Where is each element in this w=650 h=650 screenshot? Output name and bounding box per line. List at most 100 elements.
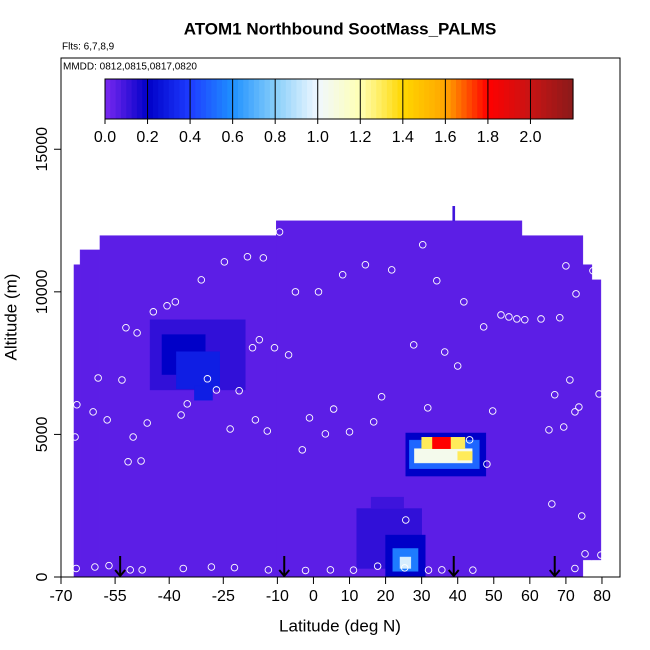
colorbar-swatch — [190, 79, 197, 119]
colorbar-swatch — [477, 79, 484, 119]
colorbar-swatch — [546, 79, 553, 119]
colorbar-swatch — [450, 79, 457, 119]
colorbar-swatch — [237, 79, 244, 119]
sample-point — [597, 551, 605, 559]
sample-point — [453, 362, 462, 370]
colorbar-swatch — [174, 79, 181, 119]
sample-point — [126, 566, 134, 574]
sample-point — [550, 391, 559, 399]
sample-point — [137, 457, 145, 465]
x-tick-label: -40 — [158, 588, 181, 605]
x-tick-label: 40 — [449, 588, 467, 605]
colorbar-swatch — [158, 79, 165, 119]
heat-cell — [399, 556, 412, 569]
sample-point — [284, 351, 293, 359]
colorbar-swatch — [498, 79, 505, 119]
colorbar-tick-label: 1.6 — [434, 129, 456, 146]
colorbar-swatch — [434, 79, 441, 119]
colorbar-tick-label: 0.8 — [264, 129, 286, 146]
colorbar-swatch — [397, 79, 404, 119]
colorbar-swatch — [493, 79, 500, 119]
arrow-head — [447, 569, 460, 578]
sample-point — [163, 302, 171, 310]
colorbar-swatch — [227, 79, 234, 119]
sample-point — [105, 561, 113, 570]
x-axis-label: Latitude (deg N) — [279, 616, 401, 635]
x-tick-label: -10 — [266, 588, 289, 605]
x-tick-label: 10 — [341, 588, 359, 605]
sample-point — [235, 387, 243, 395]
y-tick-label: 10000 — [34, 269, 51, 314]
x-tick-label: -25 — [212, 588, 235, 605]
colorbar-swatch — [147, 79, 154, 119]
colorbar-swatch — [200, 79, 207, 119]
colorbar-swatch — [264, 79, 271, 119]
colorbar-tick-label: 0.0 — [94, 129, 116, 146]
colorbar-swatch — [142, 79, 149, 119]
sample-point — [349, 566, 358, 574]
sample-point — [129, 433, 137, 441]
sample-point — [251, 416, 260, 424]
x-tick-label: -55 — [104, 588, 127, 605]
x-tick-label: 80 — [593, 588, 611, 605]
sample-point — [440, 348, 449, 356]
colorbar-swatch — [163, 79, 170, 119]
heat-cell — [176, 351, 220, 390]
colorbar-swatch — [195, 79, 202, 119]
colorbar-swatch — [535, 79, 542, 119]
sample-point — [402, 516, 410, 524]
colorbar-swatch — [105, 79, 111, 119]
sample-point — [345, 428, 354, 436]
y-tick-label: 5000 — [34, 417, 51, 453]
colorbar-swatch — [285, 79, 292, 119]
colorbar-swatch — [296, 79, 303, 119]
sample-point — [321, 430, 330, 438]
sample-point — [595, 390, 603, 398]
colorbar-swatch — [328, 79, 335, 119]
sample-point — [584, 234, 592, 242]
sample-point — [305, 414, 314, 422]
sample-point — [559, 423, 568, 431]
colorbar-swatch — [301, 79, 308, 119]
sample-point — [197, 276, 206, 284]
flight-arrow — [278, 556, 291, 578]
sample-point — [409, 341, 418, 349]
sample-point — [94, 374, 102, 382]
heat-cell — [99, 235, 277, 577]
colorbar-swatch — [381, 79, 388, 119]
colorbar-swatch — [291, 79, 298, 119]
sample-point — [270, 343, 279, 352]
sample-point — [275, 228, 284, 236]
colorbar-swatch — [307, 79, 314, 119]
sample-point — [71, 433, 79, 441]
colorbar-swatch — [131, 79, 138, 119]
colorbar-swatch — [402, 79, 409, 119]
sample-point — [571, 564, 579, 573]
colorbar-swatch — [514, 79, 521, 119]
colorbar-swatch — [557, 79, 563, 119]
colorbar-swatch — [503, 79, 510, 119]
colorbar-swatch — [386, 79, 393, 119]
sample-point — [89, 408, 97, 416]
y-axis-label: Altitude (m) — [1, 274, 20, 361]
colorbar-swatch — [519, 79, 526, 119]
sample-point — [479, 323, 488, 331]
sample-point — [581, 550, 589, 558]
sample-point — [138, 566, 146, 574]
sample-point — [521, 316, 529, 324]
colorbar-swatch — [126, 79, 133, 119]
arrow-head — [548, 569, 561, 578]
sample-point — [149, 308, 158, 316]
sample-point — [505, 313, 513, 321]
colorbar-swatch — [211, 79, 218, 119]
flight-arrow — [114, 556, 126, 578]
colorbar-swatch — [525, 79, 532, 119]
arrow-head — [114, 569, 126, 578]
sample-point — [537, 315, 545, 323]
sample-point — [377, 393, 386, 401]
colorbar-swatch — [259, 79, 266, 119]
colorbar-swatch — [339, 79, 345, 119]
colorbar-swatch — [110, 79, 117, 119]
sample-point — [72, 564, 80, 573]
sample-point — [314, 288, 323, 296]
